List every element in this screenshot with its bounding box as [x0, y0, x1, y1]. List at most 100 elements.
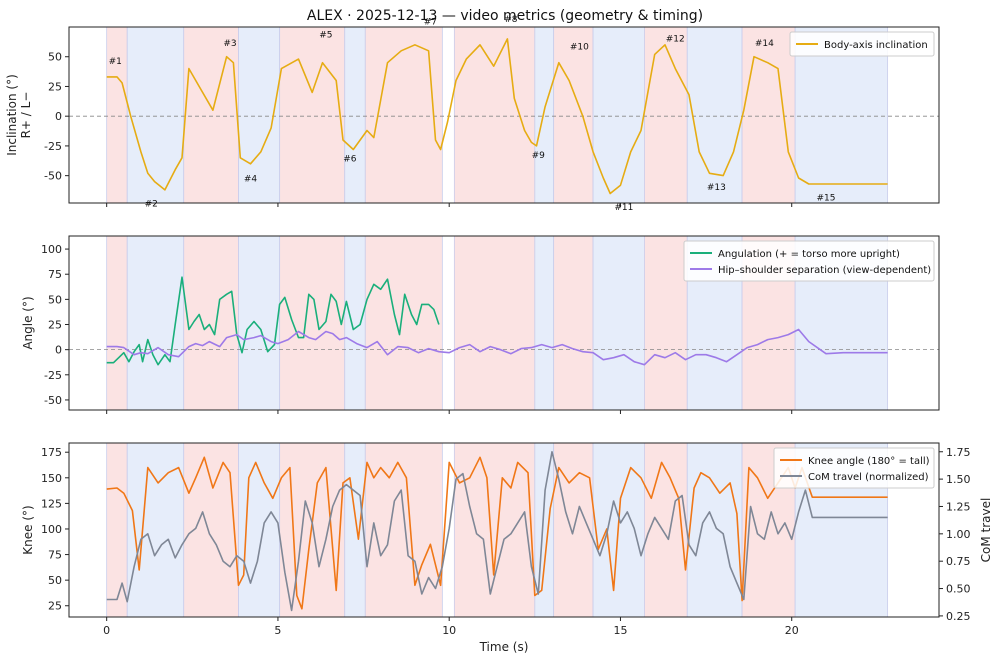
legend-box	[789, 31, 935, 57]
phase-span-turn	[106, 236, 128, 410]
y-tick-label: 50	[48, 574, 62, 587]
y-tick-label: 175	[41, 446, 62, 459]
panel-2: 100 75 50 25 0 -25 -50 Angle (°) Angulation (+ =…	[21, 235, 940, 414]
phase-span-turn	[644, 443, 688, 617]
legend-label: Hip–shoulder separation (view-dependent)	[718, 265, 931, 276]
phase-span-transition	[534, 27, 554, 203]
y-tick-label: 100	[41, 523, 62, 536]
y-right-tick-label: 0.75	[946, 555, 971, 568]
phase-span-turn	[644, 236, 688, 410]
legend-label: CoM travel (normalized)	[808, 472, 929, 483]
panel-1: 50 25 0 -25 -50 Inclination (°) R+ / L− #1 #2 #3 #…	[5, 15, 940, 213]
phase-span-transition	[127, 443, 184, 617]
phase-span-turn	[553, 27, 594, 203]
plot-frame	[68, 442, 940, 618]
x-tick-label: 20	[785, 624, 799, 637]
phase-span-transition	[593, 236, 645, 410]
turn-annotation: #10	[570, 43, 589, 53]
y-right-axis-label: CoM travel	[979, 498, 993, 563]
y-tick-label: 0	[55, 344, 62, 357]
legend-label: Angulation (+ = torso more upright)	[718, 249, 900, 260]
phase-span-transition	[127, 236, 184, 410]
y-right-tick-label: 1.00	[946, 528, 971, 541]
plot-frame	[68, 235, 940, 411]
y-right-tick-label: 0.25	[946, 610, 971, 623]
turn-annotation: #11	[614, 203, 633, 213]
chart-title: ALEX · 2025-12-13 — video metrics (geome…	[307, 8, 703, 24]
turn-annotation: #14	[755, 39, 774, 49]
y-axis-label: R+ / L−	[19, 92, 33, 139]
series-line-2-1	[106, 276, 440, 366]
phase-span-transition	[127, 27, 184, 203]
y-axis-label: Angle (°)	[21, 296, 35, 349]
x-tick-label: 5	[274, 624, 281, 637]
phase-span-turn	[454, 443, 535, 617]
y-tick-label: 125	[41, 497, 62, 510]
y-tick-label: -50	[44, 170, 62, 183]
turn-annotation: #7	[424, 18, 437, 28]
phase-span-turn	[644, 27, 688, 203]
phase-span-turn	[365, 236, 443, 410]
turn-annotation: #5	[319, 31, 332, 41]
phase-span-turn	[454, 236, 535, 410]
y-tick-label: 50	[48, 51, 62, 64]
y-right-tick-label: 1.50	[946, 473, 971, 486]
turn-annotation: #15	[816, 194, 835, 204]
turn-annotation: #2	[145, 200, 158, 210]
y-tick-label: 25	[48, 319, 62, 332]
legend-label: Body-axis inclination	[824, 40, 928, 51]
plot-frame	[68, 26, 940, 204]
phase-span-turn	[279, 27, 345, 203]
y-tick-label: 75	[48, 268, 62, 281]
phase-span-turn	[454, 27, 535, 203]
y-tick-label: 0	[55, 110, 62, 123]
phase-span-transition	[687, 27, 743, 203]
y-tick-label: -25	[44, 369, 62, 382]
phase-span-turn	[365, 27, 443, 203]
turn-annotation: #12	[666, 34, 685, 44]
turn-annotation: #4	[244, 175, 258, 185]
series-line-3-2	[106, 451, 888, 612]
y-tick-label: 100	[41, 243, 62, 256]
y-tick-label: 25	[48, 600, 62, 613]
x-axis-label: Time (s)	[479, 640, 529, 654]
y-right-tick-label: 1.75	[946, 446, 971, 459]
y-tick-label: -50	[44, 394, 62, 407]
x-tick-label: 10	[442, 624, 456, 637]
series-line-2-2	[106, 328, 888, 366]
phase-span-transition	[687, 443, 743, 617]
y-axis-label: Knee (°)	[21, 505, 35, 554]
phase-span-turn	[553, 236, 594, 410]
turn-annotation: #13	[707, 183, 726, 193]
legend-box	[683, 240, 935, 282]
y-tick-label: 150	[41, 472, 62, 485]
phase-span-transition	[344, 443, 366, 617]
x-tick-label: 0	[103, 624, 110, 637]
phase-span-turn	[183, 27, 239, 203]
y-right-tick-label: 0.50	[946, 583, 971, 596]
turn-annotation: #3	[223, 39, 236, 49]
phase-span-turn	[106, 443, 128, 617]
phase-span-transition	[344, 236, 366, 410]
legend-box	[773, 447, 935, 489]
phase-span-turn	[279, 236, 345, 410]
phase-span-turn	[742, 27, 796, 203]
legend: Knee angle (180° = tall) CoM travel (norm…	[773, 447, 935, 489]
phase-span-transition	[238, 236, 280, 410]
turn-annotation: #1	[109, 57, 122, 67]
legend: Body-axis inclination	[789, 31, 935, 57]
turn-annotation: #8	[504, 15, 518, 25]
y-tick-label: 50	[48, 293, 62, 306]
phase-span-transition	[344, 27, 366, 203]
y-tick-label: 25	[48, 80, 62, 93]
legend-label: Knee angle (180° = tall)	[808, 456, 930, 467]
phase-span-turn	[183, 443, 239, 617]
turn-annotation: #9	[532, 151, 546, 161]
y-tick-label: 75	[48, 549, 62, 562]
panel-3: 1751501251007550251.751.501.251.000.750.…	[21, 442, 993, 654]
phase-span-transition	[534, 236, 554, 410]
legend: Angulation (+ = torso more upright) Hip–s…	[683, 240, 935, 282]
x-tick-label: 15	[613, 624, 627, 637]
series-line-1-1	[106, 38, 888, 195]
